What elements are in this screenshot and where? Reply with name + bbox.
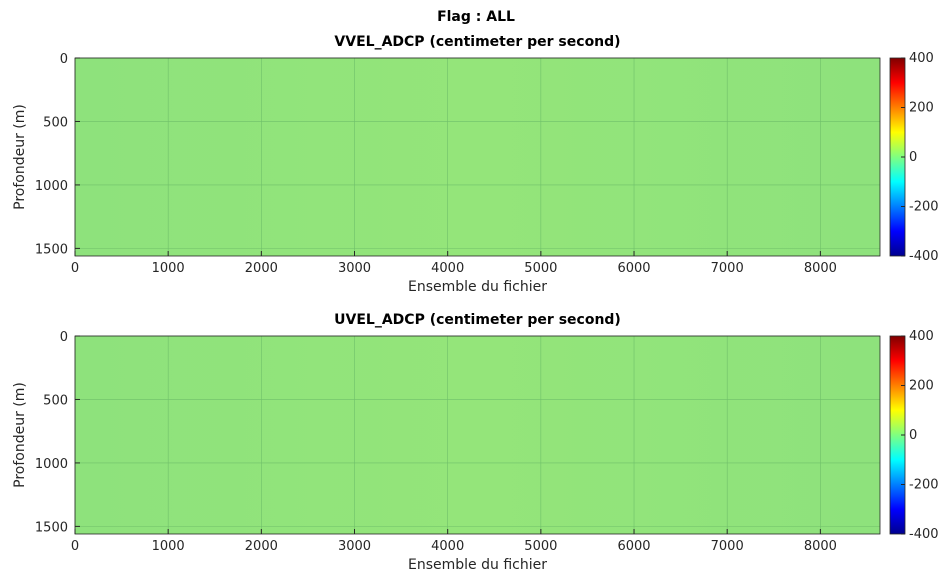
y-tick-label: 1000 [35, 179, 68, 194]
x-tick-label: 8000 [804, 539, 837, 554]
plot-frame [74, 335, 881, 535]
x-tick-label: 3000 [338, 261, 371, 276]
heatmap-field [75, 336, 880, 534]
figure-title: Flag : ALL [437, 9, 515, 25]
x-tick-label: 0 [71, 539, 79, 554]
y-tick-label: 1500 [35, 520, 68, 535]
x-axis-label: Ensemble du fichier [408, 557, 547, 573]
panel-title: VVEL_ADCP (centimeter per second) [334, 34, 620, 50]
colorbar-tick-label: -200 [909, 478, 939, 493]
colorbar-tick-label: 200 [909, 379, 934, 394]
x-tick-label: 7000 [711, 539, 744, 554]
colorbar-tick-label: -400 [909, 527, 939, 542]
x-tick-label: 0 [71, 261, 79, 276]
x-tick-label: 4000 [431, 261, 464, 276]
y-tick-label: 500 [43, 393, 68, 408]
y-tick-label: 1500 [35, 242, 68, 257]
x-tick-label: 2000 [245, 539, 278, 554]
x-tick-label: 7000 [711, 261, 744, 276]
colorbar-tick-label: 0 [909, 150, 917, 165]
x-tick-label: 1000 [152, 539, 185, 554]
colorbar-tick-label: 0 [909, 428, 917, 443]
plot-frame [74, 57, 881, 257]
y-tick-label: 0 [60, 330, 68, 345]
colorbar-tick-label: 400 [909, 329, 934, 344]
y-axis-label: Profondeur (m) [12, 104, 28, 210]
x-tick-label: 6000 [617, 261, 650, 276]
heatmap-field [75, 58, 880, 256]
x-tick-label: 5000 [524, 261, 557, 276]
x-axis-label: Ensemble du fichier [408, 279, 547, 295]
x-tick-label: 4000 [431, 539, 464, 554]
colorbar-tick-label: -200 [909, 200, 939, 215]
y-tick-label: 500 [43, 115, 68, 130]
x-tick-label: 8000 [804, 261, 837, 276]
y-tick-label: 0 [60, 52, 68, 67]
x-tick-label: 3000 [338, 539, 371, 554]
colorbar-tick-label: 400 [909, 51, 934, 66]
x-tick-label: 5000 [524, 539, 557, 554]
panel-title: UVEL_ADCP (centimeter per second) [334, 312, 621, 328]
x-tick-label: 6000 [617, 539, 650, 554]
x-tick-label: 2000 [245, 261, 278, 276]
y-axis-label: Profondeur (m) [12, 382, 28, 488]
colorbar-tick-label: 200 [909, 101, 934, 116]
colorbar-tick-label: -400 [909, 249, 939, 264]
x-tick-label: 1000 [152, 261, 185, 276]
y-tick-label: 1000 [35, 457, 68, 472]
